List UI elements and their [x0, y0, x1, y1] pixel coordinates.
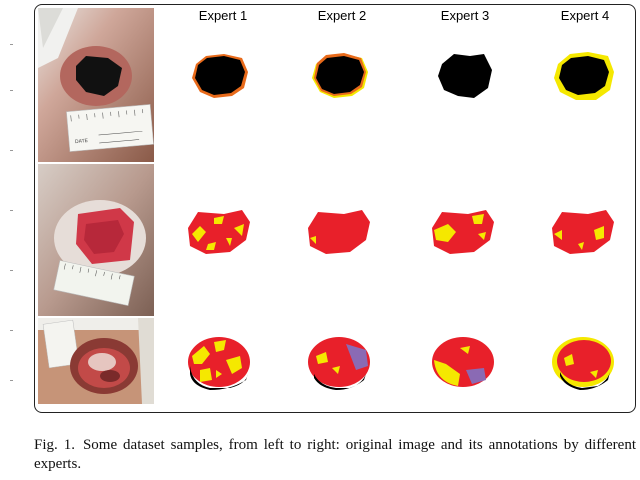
annotation-row3-expert2	[308, 337, 370, 390]
annotation-row2-expert3	[432, 210, 494, 254]
annotation-row2-expert1	[188, 210, 250, 254]
figure-label: Fig. 1.	[34, 437, 75, 453]
annotation-row1-expert3	[438, 54, 492, 98]
margin-tick	[10, 270, 13, 271]
margin-tick	[10, 44, 13, 45]
annotation-row2-expert2	[308, 210, 370, 254]
margin-tick	[10, 150, 13, 151]
margin-tick	[10, 380, 13, 381]
annotation-row3-expert1	[188, 337, 250, 390]
column-header-expert-2: Expert 2	[317, 8, 367, 23]
annotation-row1-expert4	[554, 52, 614, 100]
annotation-row1-expert1	[192, 54, 248, 98]
caption-text: Some dataset samples, from left to right…	[34, 437, 636, 472]
wound-photo-sample-1: DATE	[38, 8, 154, 162]
column-header-expert-4: Expert 4	[560, 8, 610, 23]
margin-tick	[10, 90, 13, 91]
wound-photo-sample-2	[38, 164, 154, 316]
column-header-expert-1: Expert 1	[198, 8, 248, 23]
annotation-row2-expert4	[552, 210, 614, 254]
margin-tick	[10, 330, 13, 331]
annotation-row3-expert3	[432, 337, 494, 387]
margin-tick	[10, 210, 13, 211]
column-header-expert-3: Expert 3	[440, 8, 490, 23]
annotation-row3-expert4	[552, 337, 614, 390]
ruler-label: DATE	[75, 138, 89, 145]
figure-caption: Fig. 1. Some dataset samples, from left t…	[34, 436, 636, 474]
wound-photo-sample-3	[38, 318, 154, 404]
annotation-row1-expert2	[312, 53, 368, 98]
